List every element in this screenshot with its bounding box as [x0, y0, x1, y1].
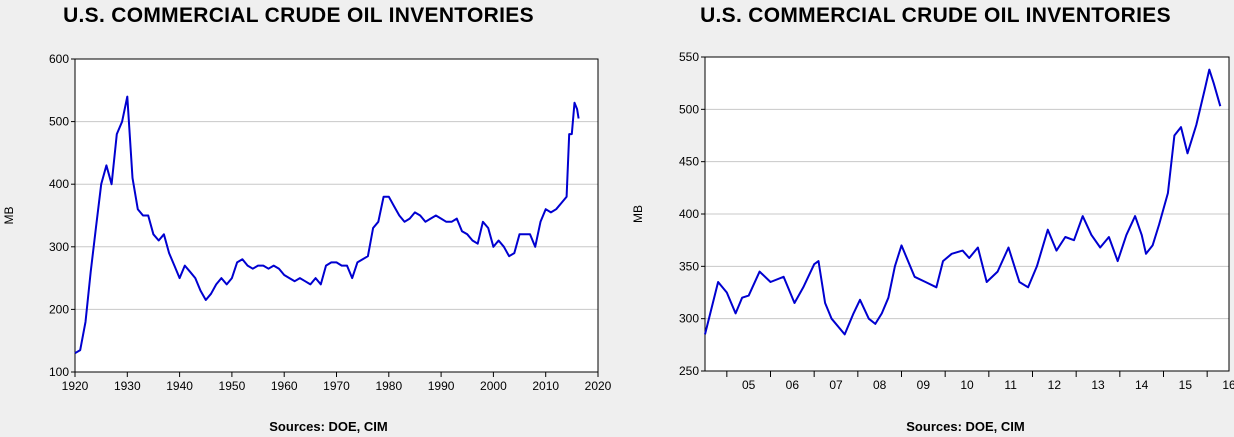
y-tick-label: 100 — [49, 365, 69, 379]
plot-frame — [74, 58, 599, 373]
y-tick-label: 350 — [679, 259, 699, 273]
chart-source: Sources: DOE, CIM — [269, 419, 388, 434]
y-tick-label: 300 — [49, 240, 69, 254]
y-axis-label: MB — [631, 205, 645, 223]
chart-plot: 100 200 300 400 500 600 1920 1930 1940 1950 1960 19… — [2, 52, 612, 393]
chart-title: U.S. COMMERCIAL CRUDE OIL INVENTORIES — [700, 4, 1171, 27]
y-tick-label: 500 — [679, 102, 699, 116]
y-tick-label: 600 — [49, 52, 69, 66]
x-tick-label: 1970 — [323, 379, 350, 393]
x-tick-label: 07 — [829, 378, 843, 392]
series-line — [704, 68, 1222, 336]
x-tick-label: 1930 — [114, 379, 141, 393]
x-tick-label: 12 — [1048, 378, 1062, 392]
x-tick-label: 11 — [1004, 378, 1017, 392]
plot-area — [75, 59, 598, 372]
chart-source: Sources: DOE, CIM — [906, 419, 1025, 434]
chart-panel-recent: U.S. COMMERCIAL CRUDE OIL INVENTORIES 25… — [617, 0, 1234, 437]
x-tick-label: 1960 — [271, 379, 298, 393]
series-line — [74, 95, 580, 355]
y-tick-label: 550 — [679, 50, 699, 64]
y-tick-label: 250 — [679, 364, 699, 378]
chart-plot: 250 300 350 400 450 500 550 05 06 07 08 09 10 11 12 13 1… — [631, 50, 1234, 392]
y-tick-label: 400 — [49, 177, 69, 191]
chart-panel-long-history: U.S. COMMERCIAL CRUDE OIL INVENTORIES 10… — [2, 4, 612, 434]
x-tick-label: 13 — [1091, 378, 1105, 392]
x-tick-label: 1990 — [428, 379, 455, 393]
x-tick-label: 2000 — [480, 379, 507, 393]
x-tick-label: 1950 — [219, 379, 246, 393]
x-tick-label: 10 — [960, 378, 974, 392]
y-tick-label: 500 — [49, 115, 69, 129]
x-tick-label: 1920 — [62, 379, 89, 393]
x-tick-label: 05 — [742, 378, 756, 392]
x-tick-label: 15 — [1179, 378, 1193, 392]
x-tick-label: 2010 — [532, 379, 559, 393]
y-tick-label: 450 — [679, 155, 699, 169]
y-tick-label: 200 — [49, 302, 69, 316]
y-tick-label: 300 — [679, 312, 699, 326]
x-tick-label: 06 — [786, 378, 800, 392]
x-tick-label: 08 — [873, 378, 887, 392]
y-axis-label: MB — [2, 207, 16, 225]
x-tick-label: 16 — [1222, 378, 1234, 392]
x-tick-label: 09 — [917, 378, 931, 392]
plot-frame — [704, 56, 1230, 372]
x-tick-label: 1980 — [375, 379, 402, 393]
chart-title: U.S. COMMERCIAL CRUDE OIL INVENTORIES — [63, 4, 534, 27]
x-tick-label: 14 — [1135, 378, 1149, 392]
x-tick-label: 2020 — [585, 379, 612, 393]
y-tick-label: 400 — [679, 207, 699, 221]
x-tick-label: 1940 — [166, 379, 193, 393]
